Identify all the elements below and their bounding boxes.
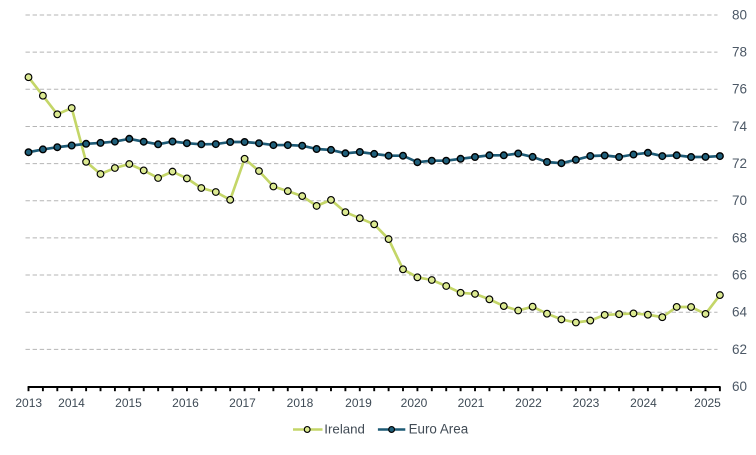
svg-text:78: 78 bbox=[732, 45, 747, 60]
svg-text:2013: 2013 bbox=[15, 396, 42, 410]
svg-text:70: 70 bbox=[732, 193, 747, 208]
svg-text:2014: 2014 bbox=[58, 396, 85, 410]
svg-text:2017: 2017 bbox=[229, 396, 256, 410]
svg-text:2015: 2015 bbox=[115, 396, 142, 410]
svg-text:2023: 2023 bbox=[573, 396, 600, 410]
svg-text:60: 60 bbox=[732, 379, 747, 394]
svg-text:66: 66 bbox=[732, 267, 747, 282]
svg-text:Ireland: Ireland bbox=[324, 422, 365, 437]
svg-text:2024: 2024 bbox=[630, 396, 657, 410]
svg-text:2020: 2020 bbox=[401, 396, 428, 410]
svg-text:2018: 2018 bbox=[287, 396, 314, 410]
svg-text:64: 64 bbox=[732, 305, 748, 320]
svg-text:Euro Area: Euro Area bbox=[409, 422, 469, 437]
svg-text:72: 72 bbox=[732, 156, 747, 171]
svg-text:80: 80 bbox=[732, 7, 747, 22]
svg-text:76: 76 bbox=[732, 82, 747, 97]
svg-text:2021: 2021 bbox=[458, 396, 485, 410]
svg-text:2016: 2016 bbox=[172, 396, 199, 410]
svg-text:62: 62 bbox=[732, 342, 747, 357]
svg-text:2022: 2022 bbox=[515, 396, 542, 410]
svg-text:2019: 2019 bbox=[345, 396, 372, 410]
svg-text:74: 74 bbox=[732, 119, 748, 134]
svg-text:68: 68 bbox=[732, 230, 747, 245]
svg-text:2025: 2025 bbox=[694, 396, 721, 410]
